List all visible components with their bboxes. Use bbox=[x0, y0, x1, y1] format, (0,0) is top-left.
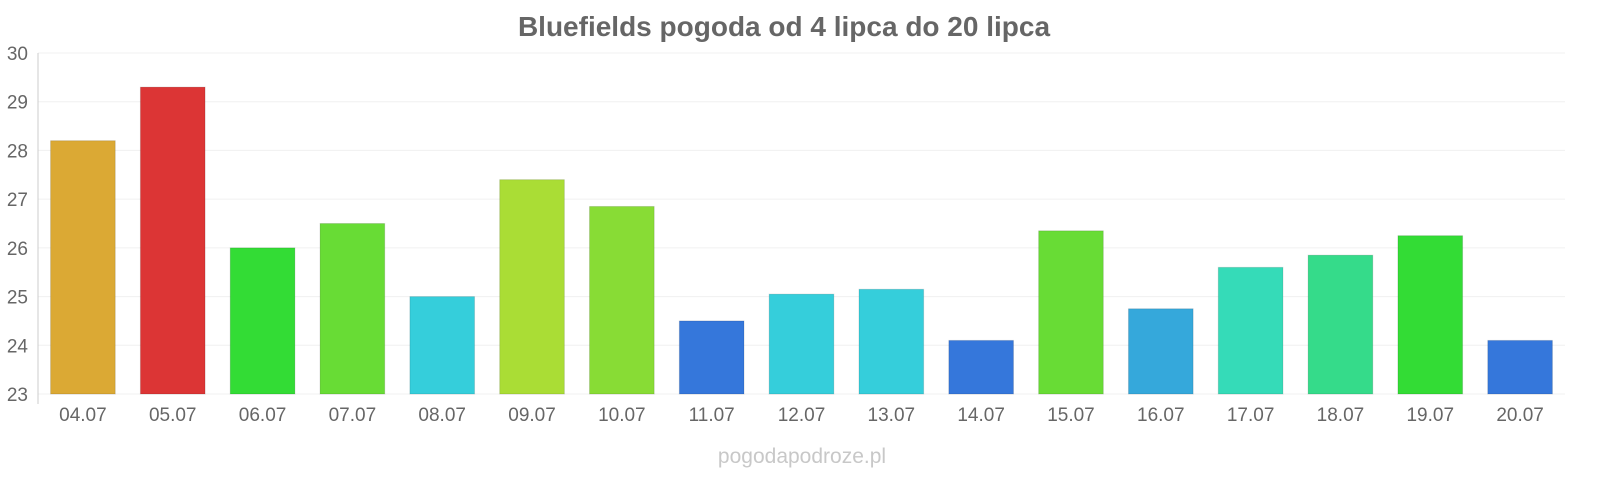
x-tick-label: 06.07 bbox=[239, 405, 287, 426]
bar bbox=[319, 223, 386, 395]
y-tick-label: 28 bbox=[7, 141, 28, 162]
y-tick-label: 25 bbox=[7, 288, 28, 309]
x-tick-label: 09.07 bbox=[508, 405, 556, 426]
bar bbox=[50, 140, 116, 395]
x-tick-label: 10.07 bbox=[598, 405, 646, 426]
x-tick-label: 20.07 bbox=[1496, 405, 1544, 426]
bar bbox=[948, 339, 1014, 395]
y-tick-label: 24 bbox=[7, 336, 29, 357]
x-axis-labels: 04.07 05.07 06.07 07.07 08.07 09.07 10.07 11.07… bbox=[59, 405, 1544, 426]
y-tick-label: 27 bbox=[7, 190, 28, 211]
x-tick-label: 18.07 bbox=[1317, 405, 1365, 426]
x-tick-label: 13.07 bbox=[868, 405, 916, 426]
x-tick-label: 08.07 bbox=[418, 405, 466, 426]
x-tick-label: 16.07 bbox=[1137, 405, 1185, 426]
x-tick-label: 05.07 bbox=[149, 405, 197, 426]
x-tick-label: 04.07 bbox=[59, 405, 107, 426]
x-tick-label: 14.07 bbox=[957, 405, 1005, 426]
y-tick-label: 30 bbox=[7, 44, 28, 65]
watermark-text: pogodapodroze.pl bbox=[718, 445, 886, 468]
bar bbox=[1127, 308, 1194, 395]
bar bbox=[229, 247, 296, 395]
bar bbox=[1307, 254, 1374, 395]
bar bbox=[589, 205, 655, 395]
bar bbox=[1038, 230, 1104, 395]
bars bbox=[50, 86, 1553, 395]
x-tick-label: 17.07 bbox=[1227, 405, 1275, 426]
y-tick-label: 23 bbox=[7, 385, 28, 406]
x-tick-label: 12.07 bbox=[778, 405, 826, 426]
bar bbox=[1397, 235, 1464, 395]
x-tick-label: 15.07 bbox=[1047, 405, 1095, 426]
bar bbox=[858, 288, 925, 395]
x-tick-label: 19.07 bbox=[1406, 405, 1454, 426]
bar bbox=[1217, 266, 1284, 395]
x-tick-label: 11.07 bbox=[689, 405, 735, 426]
y-axis: 23 24 25 26 27 28 29 30 bbox=[7, 44, 39, 406]
bar bbox=[409, 296, 476, 395]
bar bbox=[139, 86, 206, 395]
bar bbox=[678, 320, 745, 395]
y-tick-label: 26 bbox=[7, 239, 28, 260]
bar bbox=[499, 179, 565, 395]
y-tick-label: 29 bbox=[7, 93, 28, 114]
x-tick-label: 07.07 bbox=[329, 405, 377, 426]
chart-title: Bluefields pogoda od 4 lipca do 20 lipca bbox=[518, 11, 1051, 42]
bar bbox=[768, 293, 835, 395]
bar bbox=[1487, 339, 1553, 395]
